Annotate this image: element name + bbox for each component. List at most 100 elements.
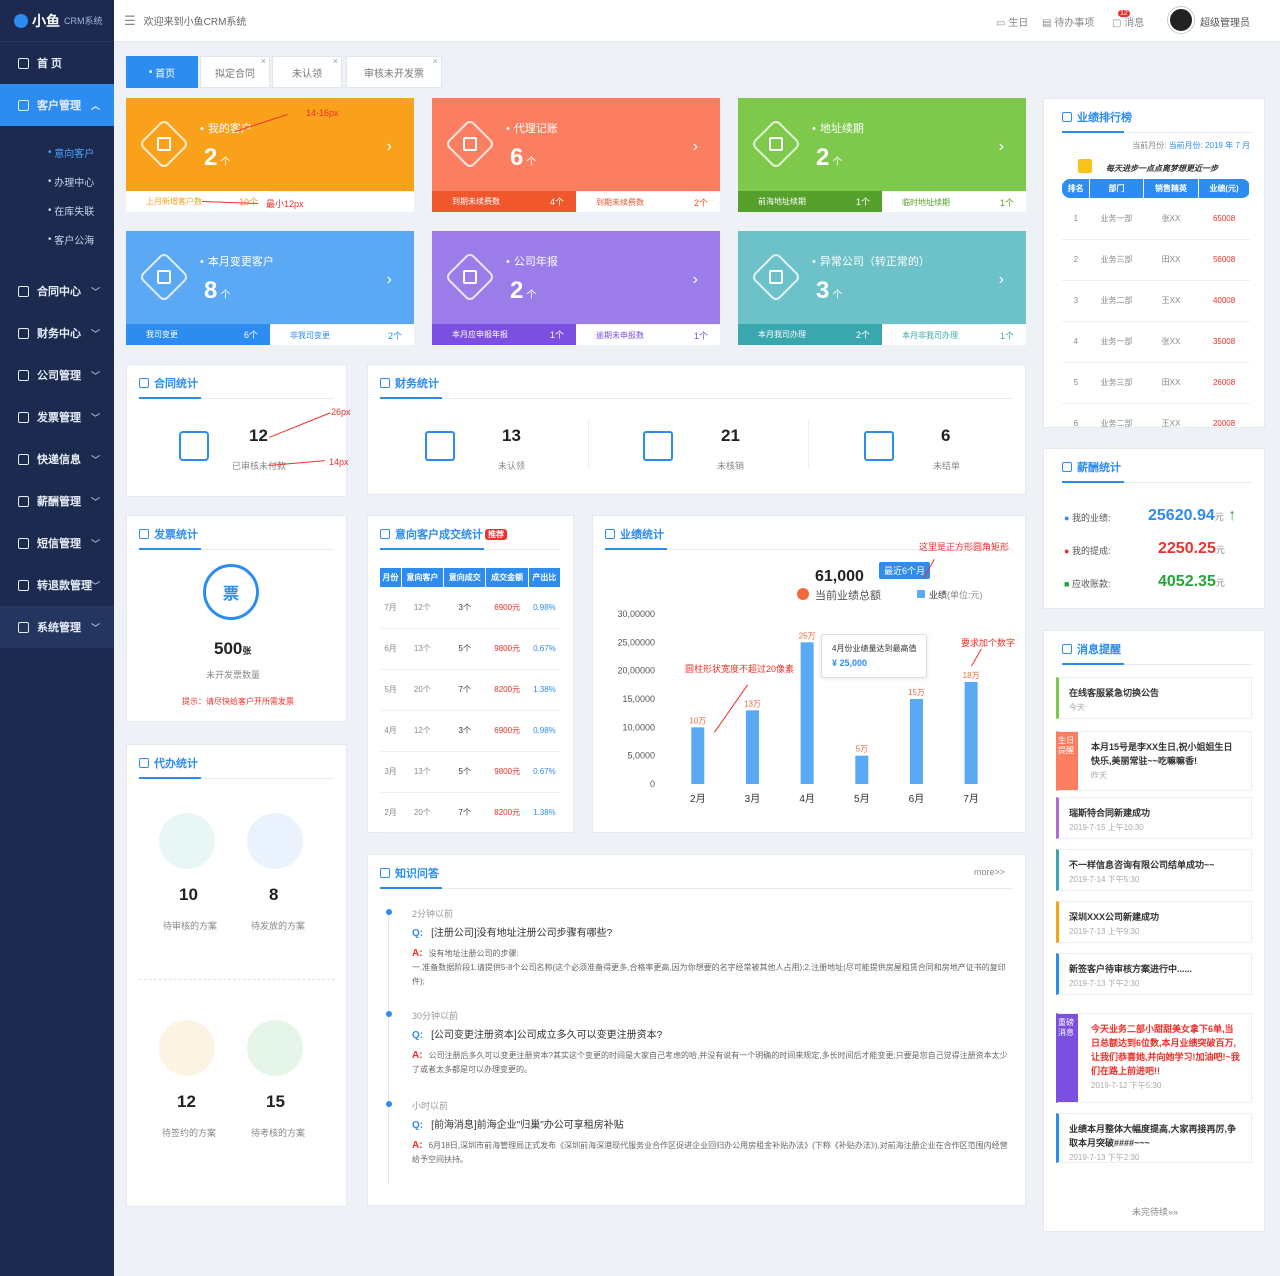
card-title: 业绩统计 xyxy=(605,526,664,542)
kpi-footer-left[interactable]: 我司变更 6个 xyxy=(126,324,270,345)
kpi-footer-left[interactable]: 上月新增客户数10个 xyxy=(126,191,270,212)
kpi-card[interactable]: 代理记账 6个 › 到期未续费数 4个 到期未续费数 2个 xyxy=(432,98,720,212)
chart-bar[interactable] xyxy=(855,755,869,784)
nav-system[interactable]: 系统管理 ﹀ xyxy=(0,606,114,648)
kpi-footer-right[interactable]: 非我司变更 2个 xyxy=(270,324,414,345)
chart-bar[interactable] xyxy=(691,727,705,784)
kpi-card[interactable]: 本月变更客户 8个 › 我司变更 6个 非我司变更 2个 xyxy=(126,231,414,345)
table-row[interactable]: 6 业务二部 王XX 20008 xyxy=(1062,403,1250,445)
qa-more-link[interactable]: more>> xyxy=(973,867,1005,877)
qa-item[interactable]: 2分钟以前 Q: [注册公司]没有地址注册公司步骤有哪些? A: 没有地址注册公司的… xyxy=(412,907,1014,989)
table-row[interactable]: 3 业务二部 王XX 40008 xyxy=(1062,280,1250,322)
close-icon[interactable]: × xyxy=(260,56,266,66)
kpi-footer-left[interactable]: 本月我司办理 2个 xyxy=(738,324,882,345)
tab-draft-contract[interactable]: 拟定合同 × xyxy=(200,56,270,88)
nav-customer[interactable]: 客户管理 ︿ xyxy=(0,84,114,126)
birthday-label: 生日 xyxy=(1008,18,1029,29)
nav-company[interactable]: 公司管理 ﹀ xyxy=(0,354,114,396)
kpi-footer-right[interactable]: 本月非我司办理 1个 xyxy=(882,324,1026,345)
chart-tooltip: 4月份业绩量达到最高值 ¥ 25,000 xyxy=(821,634,927,678)
nav-contract[interactable]: 合同中心 ﹀ xyxy=(0,270,114,312)
subnav-intent[interactable]: • 意向客户 xyxy=(48,147,95,160)
message-date: 2019-7-13 下午2:30 xyxy=(1069,979,1140,988)
tab-uninvoiced[interactable]: 审核未开发票 × xyxy=(346,56,442,88)
ranking-title: 业绩排行榜 xyxy=(1077,112,1132,124)
message-item[interactable]: 新签客户待审核方案进行中...... 2019-7-13 下午2:30 xyxy=(1056,953,1252,995)
todo-label: 待签约的方案 xyxy=(162,1128,217,1138)
table-row[interactable]: 1 业务一部 张XX 65008 xyxy=(1062,198,1250,240)
kpi-card[interactable]: 异常公司（转正常的） 3个 › 本月我司办理 2个 本月非我司办理 1个 xyxy=(738,231,1026,345)
message-item[interactable]: 不一样信息咨询有限公司结单成功~~ 2019-7-14 下午5:30 xyxy=(1056,849,1252,891)
chevron-right-icon[interactable]: › xyxy=(386,271,392,288)
nav-salary[interactable]: 薪酬管理 ﹀ xyxy=(0,480,114,522)
tab-unclaimed[interactable]: 未认领 × xyxy=(272,56,342,88)
kpi-card[interactable]: 我的客户 2个 › 上月新增客户数10个 xyxy=(126,98,414,212)
message-item[interactable]: 生日提醒 本月15号是李XX生日,祝小姐姐生日快乐,美丽常驻~~吃嘛嘛香! 昨天 xyxy=(1056,731,1252,791)
kpi-footer-right[interactable] xyxy=(270,191,414,212)
app-logo[interactable]: 小鱼 CRM系统 xyxy=(0,0,114,42)
avatar[interactable] xyxy=(1168,7,1194,33)
tab-home[interactable]: • 首页 xyxy=(126,56,198,88)
table-cell: 6900元 xyxy=(485,710,529,752)
y-tick-label: 0 xyxy=(650,779,655,789)
nav-refund[interactable]: 转退款管理 ﹀ xyxy=(0,564,114,606)
kpi-card[interactable]: 地址续期 2个 › 前海地址续期 1个 临时地址续期 1个 xyxy=(738,98,1026,212)
chevron-down-icon: ﹀ xyxy=(90,286,100,297)
kpi-footer-left[interactable]: 前海地址续期 1个 xyxy=(738,191,882,212)
subnav-handle[interactable]: • 办理中心 xyxy=(48,176,95,189)
subnav-pool[interactable]: • 客户公海 xyxy=(48,234,95,247)
birthday-link[interactable]: ▭ 生日 xyxy=(996,14,1028,29)
chevron-right-icon[interactable]: › xyxy=(998,138,1004,155)
message-item[interactable]: 深圳XXX公司新建成功 2019-7-13 上午9:30 xyxy=(1056,901,1252,943)
ticket-icon-text: 票 xyxy=(222,586,239,603)
kpi-footer-right[interactable]: 逾期未申报数 1个 xyxy=(576,324,720,345)
chart-bar[interactable] xyxy=(909,699,923,784)
table-row[interactable]: 5月 20个 7个 8200元 1.38% xyxy=(380,669,561,711)
chevron-right-icon[interactable]: › xyxy=(692,138,698,155)
chart-bar[interactable] xyxy=(800,642,814,784)
subnav-lost[interactable]: • 在库失联 xyxy=(48,205,95,218)
qa-item[interactable]: 30分钟以前 Q: [公司变更注册资本]公司成立多久可以变更注册资本? A: 公司注… xyxy=(412,1009,1014,1077)
chart-bar[interactable] xyxy=(745,710,759,784)
nav-home[interactable]: 首 页 xyxy=(0,42,114,84)
messages-more-link[interactable]: 未完待续»» xyxy=(1132,1207,1179,1217)
table-row[interactable]: 4 业务一部 张XX 35008 xyxy=(1062,321,1250,363)
message-item[interactable]: 在线客服紧急切换公告 今天 xyxy=(1056,677,1252,719)
kpi-footer-right[interactable]: 到期未续费数 2个 xyxy=(576,191,720,212)
qa-card: 知识问答 more>> 2分钟以前 Q: [注册公司]没有地址注册公司步骤有哪些?… xyxy=(367,854,1026,1206)
kpi-footer-left[interactable]: 到期未续费数 4个 xyxy=(432,191,576,212)
nav-invoice[interactable]: 发票管理 ﹀ xyxy=(0,396,114,438)
ticket-icon: 票 xyxy=(203,564,259,620)
table-row[interactable]: 3月 13个 5个 9800元 0.67% xyxy=(380,751,561,793)
contract-title: 合同统计 xyxy=(154,378,198,390)
table-row[interactable]: 2月 20个 7个 8200元 1.38% xyxy=(380,792,561,834)
close-icon[interactable]: × xyxy=(432,56,438,66)
table-row[interactable]: 2 业务三部 田XX 56008 xyxy=(1062,239,1250,281)
message-item[interactable]: 业绩本月整体大幅度提高,大家再接再厉,争取本月突破####~~~ 2019-7-1… xyxy=(1056,1113,1252,1163)
table-row[interactable]: 4月 12个 3个 6900元 0.98% xyxy=(380,710,561,752)
kpi-footer-right[interactable]: 临时地址续期 1个 xyxy=(882,191,1026,212)
chevron-right-icon[interactable]: › xyxy=(998,271,1004,288)
todo-link[interactable]: ▤ 待办事项 xyxy=(1042,14,1094,29)
nav-finance[interactable]: 财务中心 ﹀ xyxy=(0,312,114,354)
kpi-card[interactable]: 公司年报 2个 › 本月应申报年报 1个 逾期未申报数 1个 xyxy=(432,231,720,345)
salary-card: 薪酬统计 ● 我的业绩: 25620.94元 ↑ ● 我的提成: 2250.25… xyxy=(1043,448,1265,609)
chevron-right-icon[interactable]: › xyxy=(692,271,698,288)
nav-sms[interactable]: 短信管理 ﹀ xyxy=(0,522,114,564)
message-item[interactable]: 重磅消息 今天业务二部小甜甜美女拿下6单,当日总额达到6位数,本月业绩突破百万,让… xyxy=(1056,1013,1252,1103)
chevron-down-icon: ﹀ xyxy=(90,328,100,339)
close-icon[interactable]: × xyxy=(332,56,338,66)
message-item[interactable]: 瑞斯特合同新建成功 2019-7-15 上午10:30 xyxy=(1056,797,1252,839)
user-name[interactable]: 超级管理员 xyxy=(1200,18,1250,29)
chevron-right-icon[interactable]: › xyxy=(386,138,392,155)
finance-label: 未认领 xyxy=(498,461,526,471)
table-row[interactable]: 7月 12个 3个 6900元 0.98% xyxy=(380,587,561,629)
nav-express[interactable]: 快递信息 ﹀ xyxy=(0,438,114,480)
qa-item[interactable]: 小时以前 Q: [前海消息]前海企业"归巢"办公可享租房补贴 A: 6月18日,深圳… xyxy=(412,1099,1014,1167)
kpi-footer-left[interactable]: 本月应申报年报 1个 xyxy=(432,324,576,345)
table-row[interactable]: 6月 13个 5个 9800元 0.67% xyxy=(380,628,561,670)
message-link[interactable]: ▢ 消息 xyxy=(1112,14,1144,29)
menu-toggle-icon[interactable]: ☰ xyxy=(124,12,136,28)
table-row[interactable]: 5 业务三部 田XX 26008 xyxy=(1062,362,1250,404)
chart-bar[interactable] xyxy=(964,682,978,784)
